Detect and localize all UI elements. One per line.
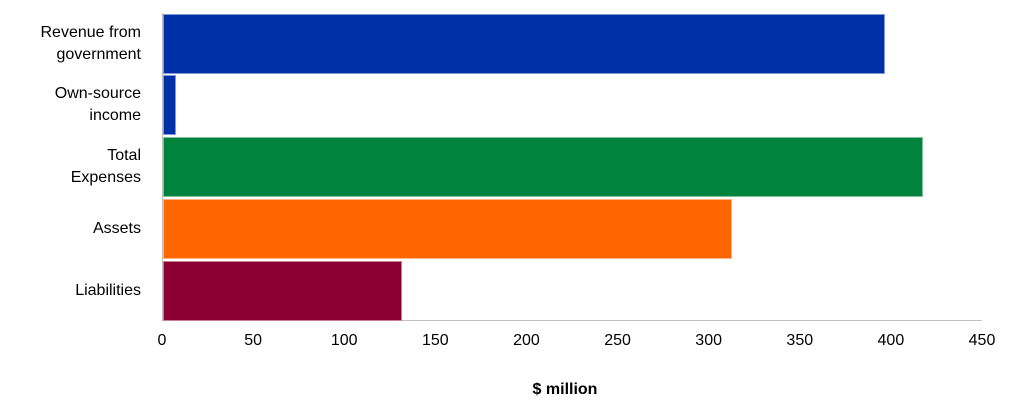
x-tick-label: 300 — [695, 332, 723, 349]
bar-own-source-income — [163, 75, 176, 135]
x-tick-label: 400 — [877, 332, 905, 349]
x-tick-label: 150 — [421, 332, 449, 349]
category-label: Revenue from government — [40, 24, 142, 63]
bar-total-expenses — [163, 137, 923, 197]
category-label: Total Expenses — [70, 147, 141, 186]
bar-revenue-from-government — [163, 14, 885, 74]
bar-liabilities — [163, 261, 402, 321]
x-tick-label: 0 — [157, 332, 167, 349]
category-label: Own-source income — [54, 85, 141, 124]
x-tick-label: 100 — [330, 332, 358, 349]
x-tick-label: 250 — [604, 332, 631, 349]
x-tick-label: 50 — [244, 332, 263, 349]
bar-assets — [163, 199, 732, 259]
x-tick-label: 350 — [786, 332, 814, 349]
category-label: Assets — [92, 220, 141, 237]
x-axis-title: $ million — [532, 381, 598, 398]
category-label: Liabilities — [75, 282, 141, 299]
x-tick-label: 450 — [968, 332, 996, 349]
x-tick-label: 200 — [513, 332, 540, 349]
plot-area — [162, 13, 982, 321]
